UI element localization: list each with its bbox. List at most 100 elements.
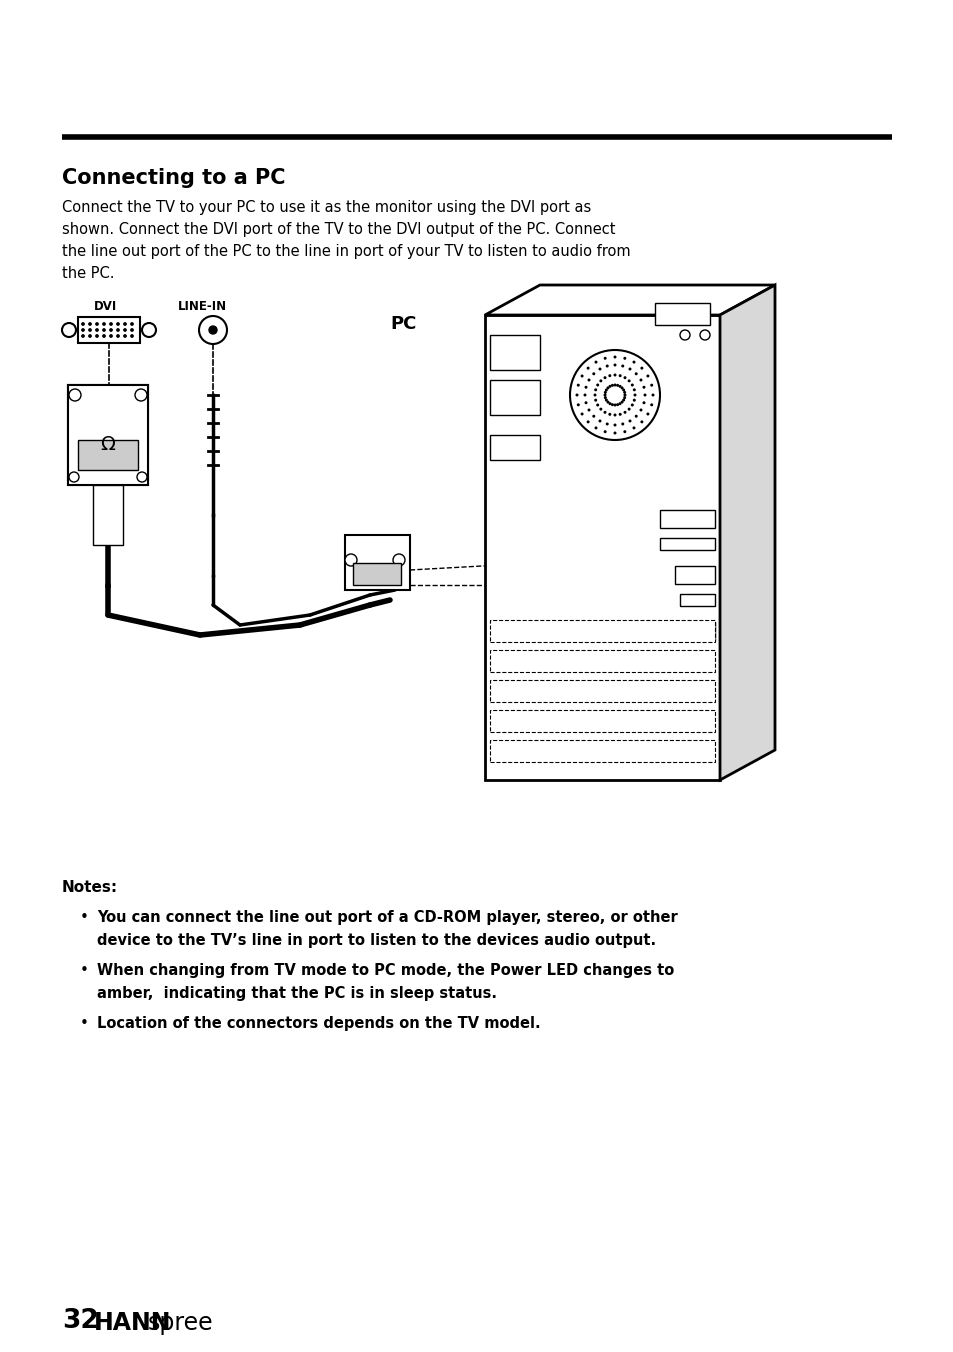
Bar (490, 380, 539, 415)
Circle shape (639, 379, 641, 381)
Circle shape (605, 365, 608, 368)
Circle shape (69, 472, 79, 483)
Circle shape (569, 350, 659, 439)
Circle shape (604, 388, 607, 392)
Text: the line out port of the PC to the line in port of your TV to listen to audio fr: the line out port of the PC to the line … (62, 243, 630, 260)
Circle shape (592, 415, 595, 418)
Circle shape (641, 385, 645, 389)
Text: Notes:: Notes: (62, 880, 118, 895)
Polygon shape (484, 285, 774, 315)
Text: •: • (80, 910, 89, 925)
Circle shape (679, 330, 689, 339)
Circle shape (623, 393, 626, 396)
Circle shape (618, 402, 620, 406)
Circle shape (613, 414, 616, 416)
Text: DVI: DVI (94, 300, 117, 314)
Circle shape (586, 366, 589, 369)
Circle shape (598, 419, 601, 422)
Circle shape (613, 431, 616, 434)
Circle shape (592, 372, 595, 376)
Circle shape (577, 403, 579, 407)
Circle shape (598, 368, 601, 370)
Circle shape (618, 375, 621, 377)
Circle shape (594, 361, 597, 364)
Circle shape (584, 385, 587, 389)
Circle shape (116, 334, 119, 338)
Bar (675, 566, 714, 584)
Text: Location of the connectors depends on the TV model.: Location of the connectors depends on th… (97, 1015, 540, 1030)
Circle shape (619, 387, 623, 389)
Text: PC: PC (390, 315, 416, 333)
Circle shape (116, 329, 119, 331)
Circle shape (583, 393, 586, 396)
Circle shape (628, 368, 631, 370)
Circle shape (594, 399, 597, 402)
Bar (655, 303, 709, 324)
Bar (78, 316, 140, 343)
Text: Connect the TV to your PC to use it as the monitor using the DVI port as: Connect the TV to your PC to use it as t… (62, 200, 591, 215)
Circle shape (613, 384, 616, 387)
Circle shape (209, 326, 216, 334)
Circle shape (627, 380, 630, 383)
Circle shape (580, 412, 583, 415)
Circle shape (603, 376, 606, 379)
Circle shape (630, 403, 633, 407)
Circle shape (598, 380, 601, 383)
Bar (345, 535, 410, 589)
Circle shape (81, 323, 85, 326)
Circle shape (608, 385, 611, 388)
Circle shape (135, 389, 147, 402)
Circle shape (603, 393, 606, 396)
Circle shape (605, 422, 608, 426)
Bar (490, 335, 539, 370)
Circle shape (633, 393, 636, 396)
Circle shape (95, 323, 98, 326)
Circle shape (69, 389, 81, 402)
Circle shape (598, 408, 601, 411)
Circle shape (102, 323, 106, 326)
Text: Ω: Ω (100, 435, 115, 454)
Text: device to the TV’s line in port to listen to the devices audio output.: device to the TV’s line in port to liste… (97, 933, 656, 948)
Circle shape (89, 334, 91, 338)
Circle shape (116, 323, 119, 326)
Circle shape (616, 403, 618, 406)
Circle shape (623, 411, 626, 414)
Circle shape (89, 329, 91, 331)
Bar (78, 439, 138, 470)
Circle shape (345, 554, 356, 566)
Circle shape (95, 329, 98, 331)
Text: amber,  indicating that the PC is in sleep status.: amber, indicating that the PC is in slee… (97, 986, 497, 1000)
Circle shape (646, 375, 649, 377)
Circle shape (593, 393, 596, 396)
Circle shape (577, 384, 579, 387)
Text: When changing from TV mode to PC mode, the Power LED changes to: When changing from TV mode to PC mode, t… (97, 963, 674, 977)
Bar (490, 650, 714, 672)
Bar (490, 710, 714, 731)
Circle shape (123, 334, 127, 338)
Circle shape (604, 399, 607, 402)
Bar (679, 622, 714, 639)
Circle shape (639, 408, 641, 411)
Circle shape (634, 372, 637, 376)
Circle shape (632, 426, 635, 430)
Circle shape (613, 423, 616, 426)
Circle shape (131, 329, 133, 331)
Circle shape (618, 385, 620, 388)
Circle shape (613, 403, 616, 407)
Circle shape (632, 388, 635, 391)
Bar (490, 740, 714, 763)
Circle shape (110, 329, 112, 331)
Text: spree: spree (148, 1311, 213, 1334)
Circle shape (596, 384, 598, 387)
Circle shape (603, 396, 606, 399)
Polygon shape (720, 285, 774, 780)
Bar (490, 680, 714, 702)
Circle shape (580, 375, 583, 377)
Text: You can connect the line out port of a CD-ROM player, stereo, or other: You can connect the line out port of a C… (97, 910, 677, 925)
Circle shape (102, 334, 106, 338)
Bar (490, 435, 539, 460)
Circle shape (110, 334, 112, 338)
Circle shape (627, 408, 630, 411)
Circle shape (621, 388, 624, 392)
Bar (353, 562, 400, 585)
